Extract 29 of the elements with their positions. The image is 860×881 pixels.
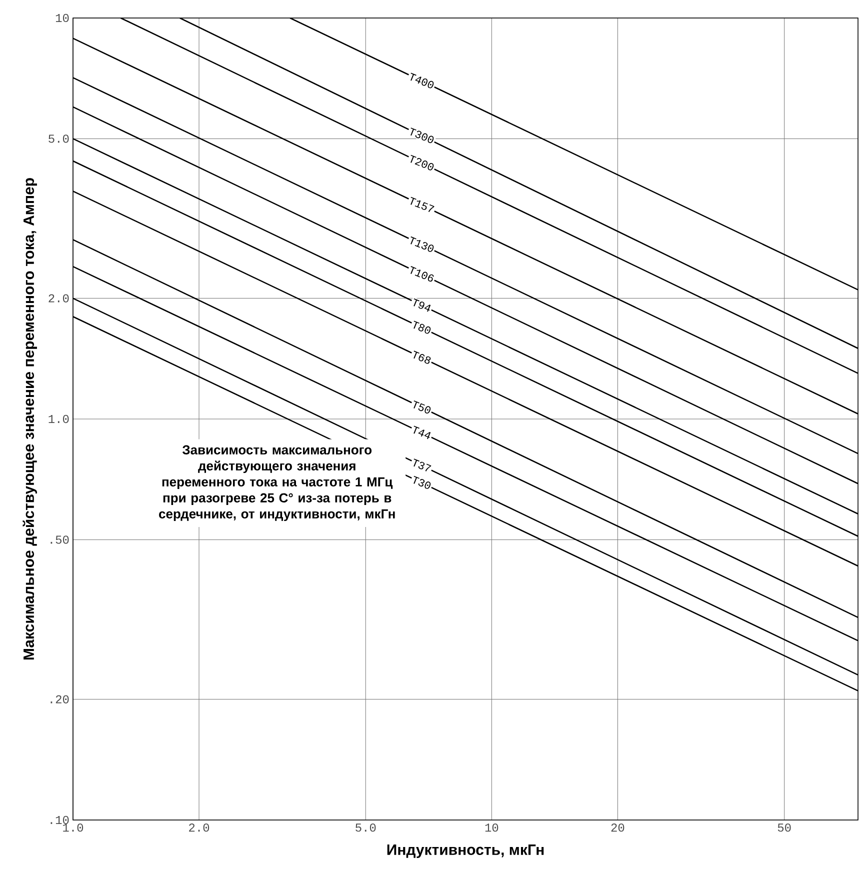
text: T106 [410,266,434,282]
y-tick-label: 10 [56,14,69,22]
y-tick-label: .20 [50,695,69,704]
y-tick-label: 2.0 [48,294,69,302]
x-tick-label: 50 [778,824,791,832]
x-tick-label: 20 [611,824,624,832]
text: T200 [410,154,434,170]
text: T130 [410,236,434,252]
text: T50 [414,400,431,414]
text: T37 [414,458,432,472]
x-tick-label: 10 [485,824,498,832]
text: T68 [414,350,431,364]
text: T94 [414,298,431,312]
text: T400 [410,72,434,88]
y-axis-title: Максимальное действующее значение переменного тока, Ампер [22,178,37,660]
x-tick-label: 1.0 [63,824,84,832]
y-tick-label: 5.0 [48,134,69,143]
x-axis-title: Индуктивность, мкГн [387,844,544,858]
y-tick-label: .50 [50,536,69,544]
text: T300 [410,128,434,144]
text: T157 [410,196,434,212]
text: T80 [414,320,431,334]
x-tick-label: 2.0 [189,824,210,832]
x-tick-label: 5.0 [356,824,376,832]
text: T44 [414,426,431,440]
text: T30 [414,476,431,489]
y-tick-label: 1.0 [48,414,69,424]
y-tick-label: .10 [50,816,69,824]
annotation: Зависимость максимального действующего значения переменного тока на частоте 1 МГц при разогреве 25 С° из-за потерь в сердечнике, от индуктивности, мкГн [159,445,395,522]
